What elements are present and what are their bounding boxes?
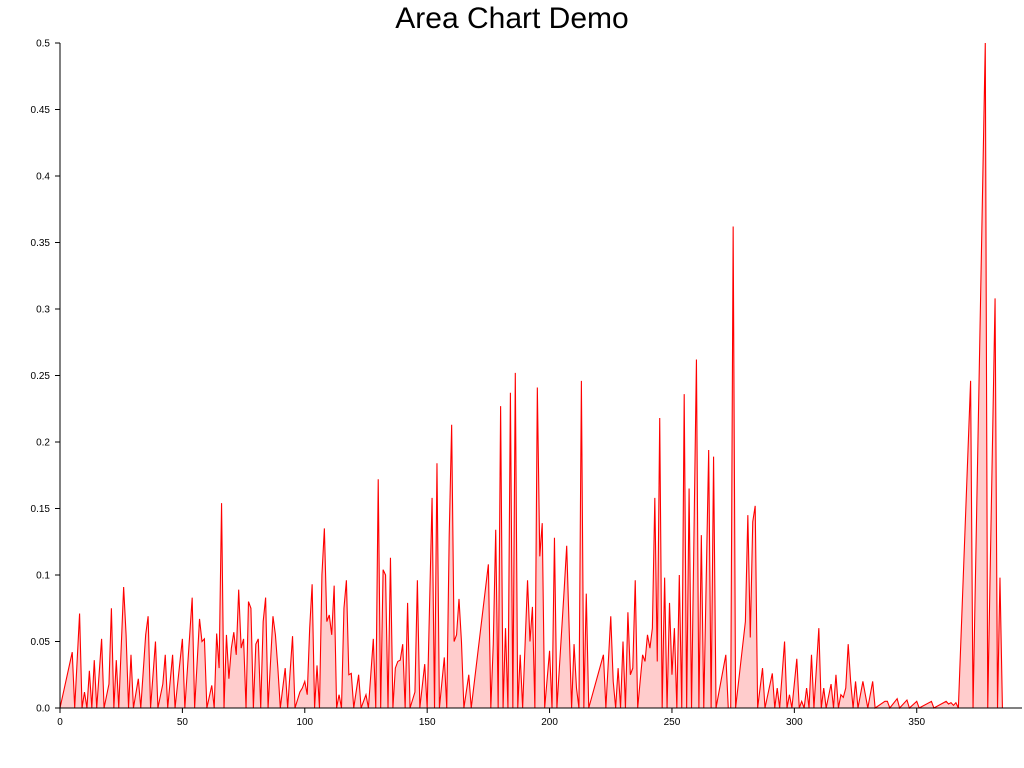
- y-tick-label: 0.05: [31, 637, 51, 648]
- chart-title: Area Chart Demo: [395, 2, 629, 35]
- y-tick-label: 0.5: [36, 39, 50, 50]
- y-tick-label: 0.0: [36, 704, 50, 715]
- axes: 0.0 0.05 0.1 0.15 0.2 0.25 0.3 0.35 0.4 0.45 0.5 0 5…: [31, 39, 1022, 728]
- series-area-fill: [60, 43, 1022, 708]
- y-tick-label: 0.1: [36, 571, 50, 582]
- x-tick-label: 0: [57, 717, 63, 728]
- x-tick-label: 250: [664, 717, 681, 728]
- y-tick-label: 0.35: [31, 238, 51, 249]
- x-tick-label: 50: [177, 717, 189, 728]
- y-tick-label: 0.45: [31, 105, 51, 116]
- y-tick-label: 0.2: [36, 438, 50, 449]
- x-tick-label: 200: [541, 717, 558, 728]
- y-tick-label: 0.3: [36, 305, 50, 316]
- x-tick-label: 350: [908, 717, 925, 728]
- x-tick-label: 150: [419, 717, 436, 728]
- x-tick-label: 100: [296, 717, 313, 728]
- y-tick-label: 0.4: [36, 172, 50, 183]
- x-tick-label: 300: [786, 717, 803, 728]
- y-tick-label: 0.25: [31, 371, 51, 382]
- plot-area: [59, 42, 1022, 710]
- y-tick-label: 0.15: [31, 504, 51, 515]
